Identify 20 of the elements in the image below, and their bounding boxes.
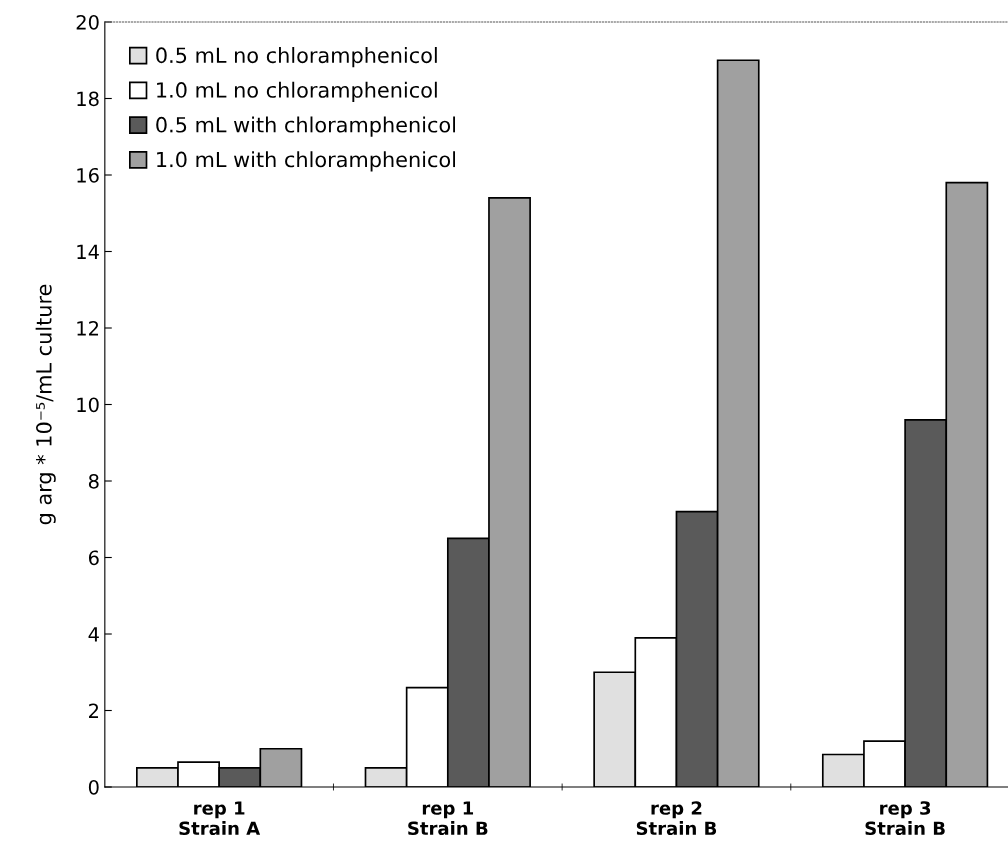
y-axis-title: g arg * 10⁻⁵/mL culture (35, 284, 56, 525)
y-tick-label: 20 (76, 14, 99, 30)
y-tick-label: 2 (89, 703, 99, 718)
y-tick-label: 14 (77, 244, 99, 259)
x-tick-label: rep 2 Strain B (636, 801, 717, 836)
y-tick-label: 12 (77, 320, 99, 336)
y-tick-label: 8 (88, 473, 99, 489)
y-tick-label: 0 (88, 779, 99, 795)
legend-label: 0.5 mL no chloramphenicol (156, 47, 437, 68)
y-tick-label: 16 (77, 167, 99, 183)
x-tick-label: rep 1 Strain A (179, 801, 261, 836)
x-tick-label: rep 3 Strain B (865, 801, 945, 836)
legend-label: 1.0 mL no chloramphenicol (157, 81, 437, 102)
y-tick-label: 18 (77, 91, 99, 107)
y-tick-label: 6 (88, 550, 99, 566)
y-tick-label: 4 (88, 627, 99, 642)
x-tick-label: rep 1 Strain B (408, 801, 488, 836)
legend-label: 1.0 mL with chloramphenicol (157, 151, 456, 172)
legend-label: 0.5 mL with chloramphenicol (156, 116, 456, 137)
y-tick-label: 10 (77, 397, 99, 413)
